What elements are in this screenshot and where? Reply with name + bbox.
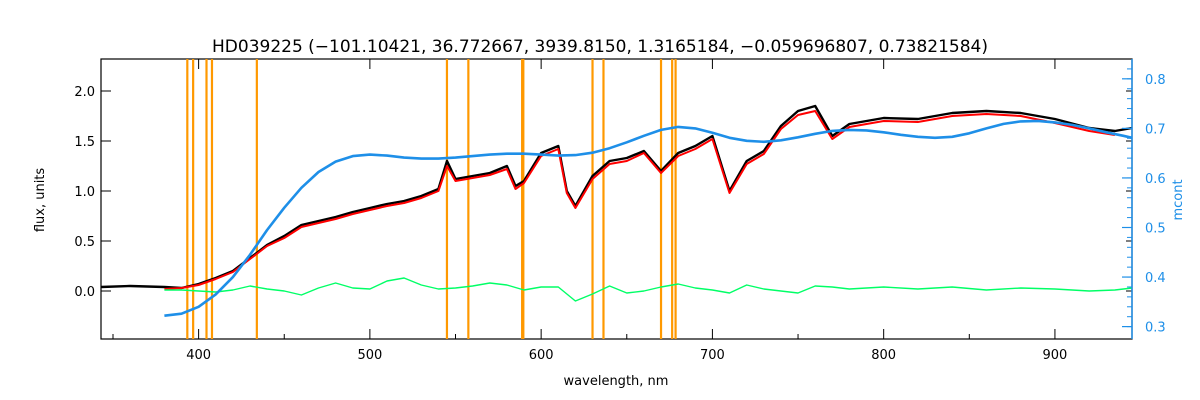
x-tick-label: 800 <box>871 348 896 363</box>
data-series <box>100 104 1133 317</box>
y2-tick-label: 0.7 <box>1145 122 1166 137</box>
y-tick-label: 0.5 <box>74 235 95 250</box>
residual-series-line <box>164 277 1133 302</box>
x-tick-label: 500 <box>357 348 382 363</box>
model-series-line <box>164 110 1116 290</box>
x-tick-label: 700 <box>700 348 725 363</box>
y2-tick-label: 0.5 <box>1145 221 1166 236</box>
right-axis: 0.3 0.4 0.5 0.6 0.7 0.8 <box>1122 59 1166 339</box>
chart-title: HD039225 (−101.10421, 36.772667, 3939.81… <box>212 37 988 57</box>
spectral-line-markers <box>186 59 677 339</box>
y-tick-label: 1.0 <box>74 185 95 200</box>
y-tick-label: 1.5 <box>74 135 95 150</box>
bottom-axis: 400 500 600 700 800 900 <box>112 59 1068 363</box>
y2-tick-label: 0.8 <box>1145 73 1166 88</box>
y-tick-label: 2.0 <box>74 85 95 100</box>
observed-series-line <box>100 104 1133 290</box>
x-tick-label: 400 <box>186 348 211 363</box>
y2-tick-label: 0.6 <box>1145 172 1166 187</box>
x-axis-label: wavelength, nm <box>564 374 669 389</box>
x-tick-label: 900 <box>1043 348 1068 363</box>
y-tick-label: 0.0 <box>74 285 95 300</box>
y-axis-label: flux, units <box>33 168 48 233</box>
left-axis: 0.0 0.5 1.0 1.5 2.0 <box>74 85 1132 300</box>
plot-frame <box>100 58 1133 340</box>
x-tick-label: 600 <box>529 348 554 363</box>
continuum-series-line <box>164 119 1133 317</box>
y2-tick-label: 0.4 <box>1145 271 1166 286</box>
y2-tick-label: 0.3 <box>1145 321 1166 336</box>
right-axis-label: mcont <box>1171 179 1186 220</box>
